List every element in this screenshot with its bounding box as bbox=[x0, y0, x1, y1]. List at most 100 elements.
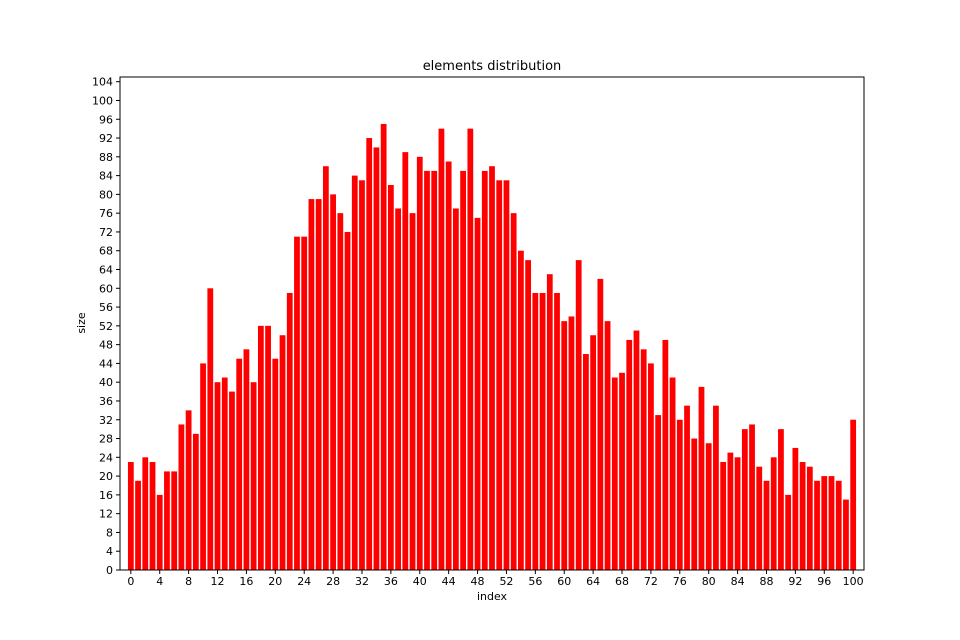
bar bbox=[799, 462, 806, 570]
bar bbox=[489, 166, 495, 570]
bar bbox=[648, 363, 654, 570]
x-tick-label: 76 bbox=[673, 575, 687, 588]
bar bbox=[691, 438, 698, 570]
x-tick-label: 32 bbox=[355, 575, 369, 588]
y-tick-label: 88 bbox=[99, 151, 113, 164]
bar bbox=[684, 405, 690, 570]
y-tick-label: 48 bbox=[99, 339, 113, 352]
x-tick-label: 40 bbox=[413, 575, 427, 588]
x-tick-label: 84 bbox=[731, 575, 745, 588]
y-tick-label: 12 bbox=[99, 508, 113, 521]
bar bbox=[705, 443, 712, 570]
bar bbox=[127, 462, 134, 570]
bar bbox=[778, 429, 784, 570]
bar bbox=[850, 419, 857, 570]
bar bbox=[626, 339, 633, 570]
bar bbox=[214, 382, 221, 570]
bar bbox=[532, 292, 539, 570]
bar bbox=[640, 349, 647, 570]
y-tick-label: 4 bbox=[106, 545, 113, 558]
y-axis-ticks: 0481216202428323640444852566064687276808… bbox=[92, 76, 120, 577]
x-tick-label: 16 bbox=[239, 575, 253, 588]
x-axis-ticks: 0 4 8 12 16 20 24 28 32 36 40 44 48 52 56 60 64 68 72 76 80 8… bbox=[127, 570, 864, 588]
bar bbox=[655, 415, 662, 570]
x-tick-label: 12 bbox=[211, 575, 225, 588]
bar bbox=[445, 161, 452, 570]
bar bbox=[554, 292, 560, 570]
x-tick-label: 88 bbox=[759, 575, 773, 588]
bar bbox=[734, 457, 741, 570]
bar bbox=[164, 471, 170, 570]
bar bbox=[828, 476, 835, 570]
bar bbox=[257, 325, 264, 570]
bar bbox=[359, 180, 365, 571]
x-tick-label: 44 bbox=[442, 575, 456, 588]
bar bbox=[835, 480, 842, 570]
x-tick-label: 4 bbox=[156, 575, 163, 588]
bar bbox=[525, 260, 532, 570]
bar bbox=[135, 480, 141, 570]
x-axis-label: index bbox=[477, 590, 508, 603]
bar bbox=[676, 419, 683, 570]
y-tick-label: 8 bbox=[106, 526, 113, 539]
y-tick-label: 32 bbox=[99, 414, 113, 427]
y-tick-label: 52 bbox=[99, 320, 113, 333]
y-axis-label: size bbox=[75, 312, 88, 334]
bar bbox=[431, 170, 438, 570]
x-tick-label: 68 bbox=[615, 575, 629, 588]
y-tick-label: 0 bbox=[106, 564, 113, 577]
bar bbox=[539, 292, 546, 570]
bar bbox=[474, 217, 481, 571]
bar bbox=[481, 170, 488, 570]
bar bbox=[749, 424, 755, 570]
bar bbox=[279, 335, 286, 570]
y-tick-label: 68 bbox=[99, 245, 113, 258]
plot-frame bbox=[119, 76, 865, 571]
y-tick-label: 104 bbox=[92, 76, 113, 89]
x-tick-label: 100 bbox=[843, 575, 864, 588]
y-tick-label: 40 bbox=[99, 376, 113, 389]
y-tick-label: 44 bbox=[99, 357, 113, 370]
x-tick-label: 28 bbox=[326, 575, 340, 588]
bar bbox=[424, 170, 430, 570]
bar bbox=[763, 480, 770, 570]
bar bbox=[503, 180, 510, 571]
bar bbox=[315, 199, 322, 570]
y-tick-label: 60 bbox=[99, 282, 113, 295]
bar bbox=[770, 457, 777, 570]
bar bbox=[351, 175, 358, 570]
bar bbox=[662, 339, 669, 570]
bar bbox=[178, 424, 185, 570]
bar bbox=[416, 156, 423, 570]
bar bbox=[814, 480, 820, 570]
bar bbox=[142, 457, 149, 570]
bar bbox=[611, 377, 618, 570]
bars-group bbox=[127, 123, 857, 571]
bar bbox=[568, 316, 575, 570]
bar bbox=[250, 382, 257, 570]
bar bbox=[561, 321, 568, 570]
x-tick-label: 20 bbox=[268, 575, 282, 588]
y-tick-label: 28 bbox=[99, 433, 113, 446]
bar bbox=[510, 213, 517, 570]
x-tick-label: 60 bbox=[557, 575, 571, 588]
x-tick-label: 36 bbox=[384, 575, 398, 588]
y-tick-label: 80 bbox=[99, 188, 113, 201]
y-tick-label: 20 bbox=[99, 470, 113, 483]
x-tick-label: 48 bbox=[471, 575, 485, 588]
bar bbox=[496, 180, 503, 571]
bar bbox=[207, 288, 214, 570]
x-tick-label: 96 bbox=[817, 575, 831, 588]
bar bbox=[756, 466, 763, 570]
bar bbox=[330, 194, 336, 570]
bar bbox=[344, 231, 351, 570]
y-tick-label: 92 bbox=[99, 132, 113, 145]
bar bbox=[604, 321, 611, 570]
y-tick-label: 76 bbox=[99, 207, 113, 220]
bar bbox=[452, 208, 459, 570]
bar bbox=[806, 466, 813, 570]
bar bbox=[438, 128, 445, 570]
bar bbox=[575, 260, 582, 570]
bar bbox=[229, 391, 235, 570]
